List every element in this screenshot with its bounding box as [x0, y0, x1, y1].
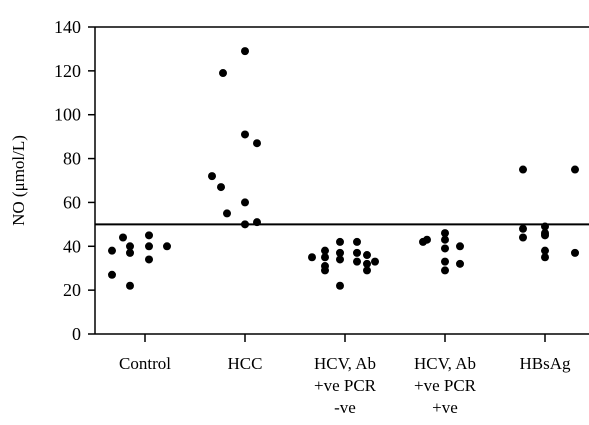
data-point — [217, 183, 225, 192]
data-point — [519, 224, 527, 233]
data-point — [336, 255, 344, 264]
data-point — [456, 242, 464, 251]
data-point — [163, 242, 171, 251]
data-point — [145, 242, 153, 251]
data-point — [223, 209, 231, 218]
data-point — [321, 253, 329, 262]
y-tick-label: 60 — [63, 192, 81, 212]
data-point — [308, 253, 316, 262]
y-tick-label: 100 — [54, 105, 81, 125]
data-point — [126, 242, 134, 251]
data-point — [253, 218, 261, 227]
x-category-label: HBsAg — [519, 354, 571, 373]
x-category-label: Control — [119, 354, 171, 373]
data-point — [541, 222, 549, 231]
data-point — [456, 259, 464, 268]
data-point — [353, 248, 361, 257]
y-tick-label: 40 — [63, 236, 81, 256]
data-point — [541, 253, 549, 262]
data-point — [336, 281, 344, 290]
x-axis-ticks: Control HCC HCV, Ab +ve PCR -ve HCV, Ab +ve PC… — [119, 334, 571, 417]
y-tick-label: 120 — [54, 61, 81, 81]
data-point — [519, 165, 527, 174]
data-point — [108, 270, 116, 279]
data-point — [145, 231, 153, 240]
data-point — [126, 281, 134, 290]
data-point — [441, 257, 449, 266]
data-point — [241, 220, 249, 229]
data-point — [363, 266, 371, 275]
y-tick-label: 80 — [63, 149, 81, 169]
data-point — [441, 229, 449, 238]
data-point — [571, 248, 579, 257]
data-point — [241, 130, 249, 139]
data-point — [126, 248, 134, 257]
data-point — [363, 251, 371, 260]
data-point — [321, 246, 329, 255]
data-point — [353, 237, 361, 246]
data-point — [423, 235, 431, 244]
data-point — [371, 257, 379, 266]
data-point — [363, 259, 371, 268]
y-tick-label: 20 — [63, 280, 81, 300]
data-point — [241, 47, 249, 56]
data-point — [321, 266, 329, 275]
data-point — [571, 165, 579, 174]
y-tick-label: 140 — [54, 17, 81, 37]
data-point — [108, 246, 116, 255]
data-point — [336, 237, 344, 246]
data-point — [253, 139, 261, 148]
x-category-label: HCV, Ab +ve PCR +ve — [414, 354, 477, 417]
y-tick-label: 0 — [72, 324, 81, 344]
data-point — [541, 231, 549, 240]
y-axis-title: NO (μmol/L) — [9, 135, 28, 226]
data-point — [541, 246, 549, 255]
y-axis-ticks: 0 20 40 60 80 100 120 140 — [54, 17, 95, 344]
data-point — [208, 172, 216, 181]
data-point — [145, 255, 153, 264]
data-point — [241, 198, 249, 207]
data-point — [219, 69, 227, 78]
x-category-label: HCC — [228, 354, 263, 373]
data-point — [336, 248, 344, 257]
data-points — [108, 47, 579, 290]
data-point — [441, 235, 449, 244]
data-point — [519, 233, 527, 242]
x-category-label: HCV, Ab +ve PCR -ve — [314, 354, 377, 417]
data-point — [119, 233, 127, 242]
data-point — [353, 257, 361, 266]
data-point — [441, 244, 449, 253]
data-point — [441, 266, 449, 275]
